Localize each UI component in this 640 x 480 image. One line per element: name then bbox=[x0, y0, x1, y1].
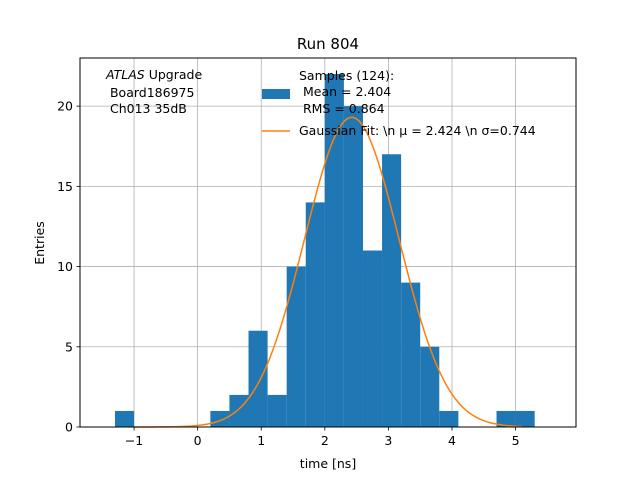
annotation-line-3: Ch013 35dB bbox=[106, 101, 187, 116]
histogram-bar bbox=[229, 394, 249, 427]
legend-hist-line-3: RMS = 0.864 bbox=[299, 101, 385, 116]
histogram-bar bbox=[362, 250, 383, 427]
y-axis-label: Entries bbox=[32, 221, 47, 265]
gaussian-fit bbox=[134, 116, 522, 428]
annotation-line-2: Board186975 bbox=[106, 85, 194, 100]
x-tick-label: 5 bbox=[512, 433, 520, 448]
histogram-bar bbox=[496, 410, 516, 427]
gaussian-fit-line bbox=[134, 116, 522, 428]
histogram-bar bbox=[439, 410, 459, 427]
atlas-annotation: ATLAS Upgrade Board186975 Ch013 35dB bbox=[105, 67, 202, 116]
plot-frame bbox=[79, 57, 577, 428]
histogram-bar bbox=[248, 330, 268, 427]
legend-hist-line-2: Mean = 2.404 bbox=[299, 84, 391, 99]
histogram-bar bbox=[305, 202, 325, 427]
histogram-bar bbox=[210, 410, 230, 427]
annotation-line-1: ATLAS Upgrade bbox=[105, 67, 202, 82]
y-axis-ticks: 0 5 10 15 20 bbox=[57, 99, 80, 435]
chart-title: Run 804 bbox=[297, 35, 359, 53]
y-tick-label: 5 bbox=[65, 339, 73, 354]
histogram-bar bbox=[343, 106, 363, 427]
histogram-bar bbox=[515, 410, 535, 427]
y-tick-label: 20 bbox=[57, 99, 73, 114]
x-tick-label: 0 bbox=[194, 433, 202, 448]
histogram-bars bbox=[114, 74, 535, 427]
x-axis-ticks: −1 0 1 2 3 4 5 bbox=[125, 427, 520, 448]
y-tick-label: 0 bbox=[65, 420, 73, 435]
histogram-bar bbox=[324, 74, 344, 427]
x-tick-label: 1 bbox=[257, 433, 265, 448]
x-tick-label: 2 bbox=[321, 433, 329, 448]
histogram-bar bbox=[286, 266, 306, 427]
histogram-bar bbox=[420, 346, 440, 427]
y-tick-label: 10 bbox=[57, 259, 73, 274]
x-tick-label: 3 bbox=[384, 433, 392, 448]
legend-fit-label: Gaussian Fit: \n μ = 2.424 \n σ=0.744 bbox=[299, 123, 536, 138]
legend: Samples (124): Mean = 2.404 RMS = 0.864 … bbox=[262, 68, 536, 138]
x-axis-label: time [ns] bbox=[300, 456, 356, 471]
histogram-bar bbox=[382, 154, 402, 427]
legend-hist-swatch bbox=[262, 89, 290, 99]
x-tick-label: −1 bbox=[125, 433, 143, 448]
annotation-atlas: ATLAS bbox=[105, 67, 145, 82]
x-tick-label: 4 bbox=[448, 433, 456, 448]
histogram-bar bbox=[114, 410, 135, 427]
annotation-upgrade: Upgrade bbox=[145, 67, 203, 82]
y-tick-label: 15 bbox=[57, 179, 73, 194]
histogram-bar bbox=[267, 394, 287, 427]
histogram-bar bbox=[401, 282, 421, 427]
legend-hist-line-1: Samples (124): bbox=[299, 68, 394, 83]
